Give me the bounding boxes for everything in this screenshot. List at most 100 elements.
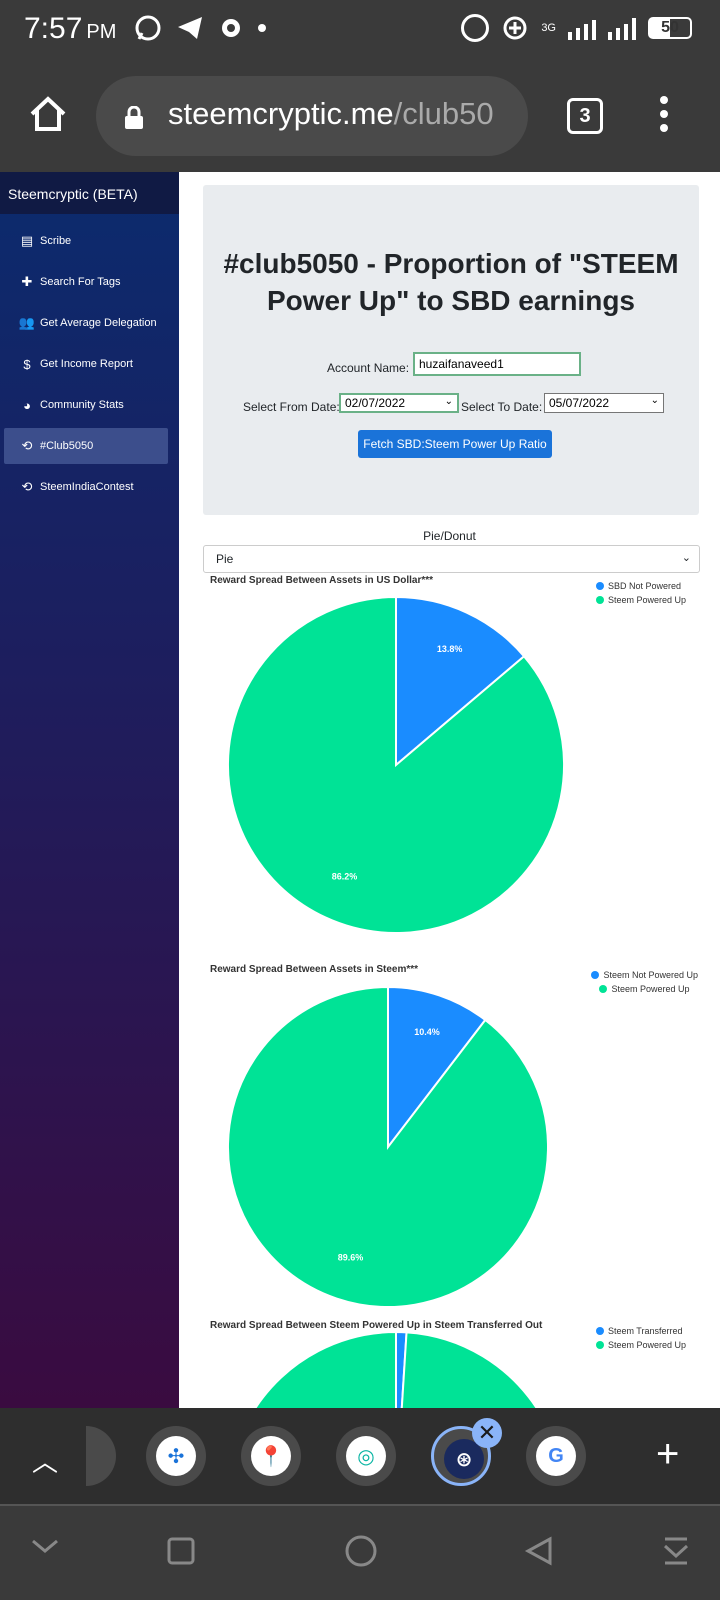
account-name-input[interactable]: huzaifanaveed1 — [413, 352, 581, 376]
retweet-icon: ⟲ — [21, 479, 33, 494]
pie-data-label: 89.6% — [338, 1253, 364, 1263]
lock-icon — [125, 106, 143, 129]
legend-item[interactable]: Steem Powered Up — [595, 1340, 686, 1350]
plus-icon: ✚ — [21, 274, 33, 289]
telegram-icon — [178, 17, 202, 39]
legend-item[interactable]: Steem Powered Up — [591, 984, 698, 994]
browser-toolbar: steemcryptic.me/club50 3 — [0, 60, 720, 172]
pie-slice-1[interactable] — [227, 985, 549, 1308]
pie-slice-1[interactable] — [227, 595, 565, 934]
main-content: #club5050 - Proportion of "STEEM Power U… — [179, 172, 720, 1408]
legend-item[interactable]: Steem Not Powered Up — [591, 970, 698, 980]
retweet-icon: ⟲ — [21, 438, 33, 453]
chart-title: Reward Spread Between Steem Powered Up i… — [210, 1320, 543, 1331]
chart-title: Reward Spread Between Assets in US Dolla… — [210, 575, 434, 586]
status-time: 7:57 PM — [24, 12, 117, 45]
pie-data-label: 13.8% — [437, 644, 463, 654]
address-bar[interactable]: steemcryptic.me/club50 — [96, 76, 528, 156]
dot-icon — [258, 24, 266, 32]
sidebar-item-steemindiacontest[interactable]: ⟲ SteemIndiaContest — [21, 479, 134, 494]
collapse-icon[interactable] — [662, 1536, 690, 1566]
split-app-icon[interactable]: ✣ — [146, 1426, 206, 1486]
pie-slice-0[interactable] — [395, 595, 526, 768]
account-name-label: Account Name: — [327, 361, 410, 375]
pie-chart-icon: ◕ — [23, 397, 31, 413]
pie-chart-usd: 13.8% 86.2% — [227, 595, 565, 934]
partial-app-icon[interactable] — [86, 1426, 116, 1486]
legend-item[interactable]: SBD Not Powered — [595, 581, 686, 591]
close-icon[interactable]: ✕ — [472, 1418, 502, 1448]
chart-legend: SBD Not Powered Steem Powered Up — [595, 581, 686, 609]
overflow-menu-icon[interactable] — [654, 96, 674, 136]
chevron-down-icon: ⌄ — [681, 552, 691, 564]
legend-dot — [595, 1341, 604, 1349]
to-date-select[interactable]: 05/07/2022 ⌄ — [544, 393, 664, 413]
google-app-icon[interactable]: G — [526, 1426, 586, 1486]
tab-switcher-button[interactable]: 3 — [567, 98, 603, 134]
chart-steem: 10.4% 89.6% Reward Spread Between Assets … — [203, 964, 700, 1314]
users-icon: 👥 — [18, 315, 36, 330]
pie-data-label: 86.2% — [332, 871, 358, 881]
page-title: #club5050 - Proportion of "STEEM Power U… — [223, 248, 679, 316]
sidebar-item-income-report[interactable]: $ Get Income Report — [4, 346, 168, 382]
pie-group: 10.4% 89.6% — [227, 985, 549, 1308]
alarm-icon — [461, 14, 490, 42]
legend-item[interactable]: Steem Powered Up — [595, 595, 686, 605]
app-dock: ︿ ✣ 📍 ◎ ⊛ ✕ G + — [0, 1408, 720, 1504]
sidebar-brand[interactable]: Steemcryptic (BETA) — [0, 172, 179, 214]
chevron-down-icon: ⌄ — [444, 396, 453, 407]
to-date-label: Select To Date: — [461, 400, 543, 414]
pie-group — [228, 1330, 564, 1408]
maps-app-icon[interactable]: 📍 — [241, 1426, 301, 1486]
notification-icons — [134, 14, 266, 42]
legend-item[interactable]: Steem Transferred — [595, 1326, 686, 1336]
chevron-up-icon[interactable]: ︿ — [32, 1447, 59, 1477]
chat-app-icon[interactable]: ◎ — [336, 1426, 396, 1486]
home-icon[interactable] — [28, 94, 68, 134]
chart-type-label: Pie/Donut — [423, 529, 476, 543]
fetch-ratio-button[interactable]: Fetch SBD:Steem Power Up Ratio — [358, 430, 552, 458]
add-icon[interactable]: + — [656, 1432, 680, 1476]
form-card: #club5050 - Proportion of "STEEM Power U… — [203, 185, 699, 515]
status-bar: 7:57 PM 3G 50 — [0, 0, 720, 60]
signal2-icon — [608, 16, 636, 40]
sidebar-item-search-tags[interactable]: ✚ Search For Tags — [21, 274, 121, 289]
recents-icon[interactable] — [166, 1536, 196, 1566]
scroll-icon: ▤ — [20, 233, 34, 248]
legend-dot — [599, 985, 608, 993]
sidebar-item-club5050[interactable]: ⟲ #Club5050 — [4, 428, 168, 464]
whatsapp-icon — [135, 15, 161, 41]
chart-transferred: Reward Spread Between Steem Powered Up i… — [203, 1320, 700, 1408]
dollar-icon: $ — [23, 356, 31, 372]
chart-title: Reward Spread Between Assets in Steem*** — [210, 964, 419, 975]
sidebar-item-scribe[interactable]: ▤ Scribe — [20, 233, 72, 248]
pie-chart-steem: 10.4% 89.6% — [227, 985, 549, 1308]
gear-icon — [222, 19, 240, 37]
system-nav-bar — [0, 1504, 720, 1600]
chart-legend: Steem Transferred Steem Powered Up — [595, 1326, 686, 1354]
legend-dot — [591, 971, 600, 979]
chevron-down-icon: ⌄ — [650, 395, 659, 406]
home-nav-icon[interactable] — [344, 1534, 378, 1568]
legend-dot — [595, 582, 604, 590]
from-date-select[interactable]: 02/07/2022 ⌄ — [339, 393, 459, 413]
system-icons: 3G 50 — [461, 14, 692, 42]
battery-icon: 50 — [648, 17, 692, 39]
from-date-label: Select From Date: — [243, 400, 340, 414]
pie-group: 13.8% 86.2% — [227, 595, 565, 934]
sidebar-item-average-delegation[interactable]: 👥 Get Average Delegation — [18, 315, 157, 330]
sidebar: Steemcryptic (BETA) ▤ Scribe ✚ Search For … — [0, 172, 179, 1408]
pie-slice-0[interactable] — [387, 985, 487, 1150]
network-label: 3G — [541, 22, 556, 34]
back-icon[interactable] — [524, 1536, 554, 1566]
pie-chart-transferred — [228, 1330, 564, 1408]
chevron-down-icon[interactable] — [30, 1536, 60, 1556]
chart-type-select[interactable]: Pie ⌄ — [203, 545, 700, 573]
legend-dot — [595, 1327, 604, 1335]
pie-slice-1[interactable] — [228, 1330, 564, 1408]
chart-usd: 13.8% 86.2% Reward Spread Between Assets … — [203, 575, 700, 935]
chart-legend: Steem Not Powered Up Steem Powered Up — [591, 970, 698, 998]
signal-icon — [568, 16, 596, 40]
data-saver-icon — [503, 16, 527, 40]
sidebar-item-community-stats[interactable]: ◕ Community Stats — [4, 387, 168, 423]
